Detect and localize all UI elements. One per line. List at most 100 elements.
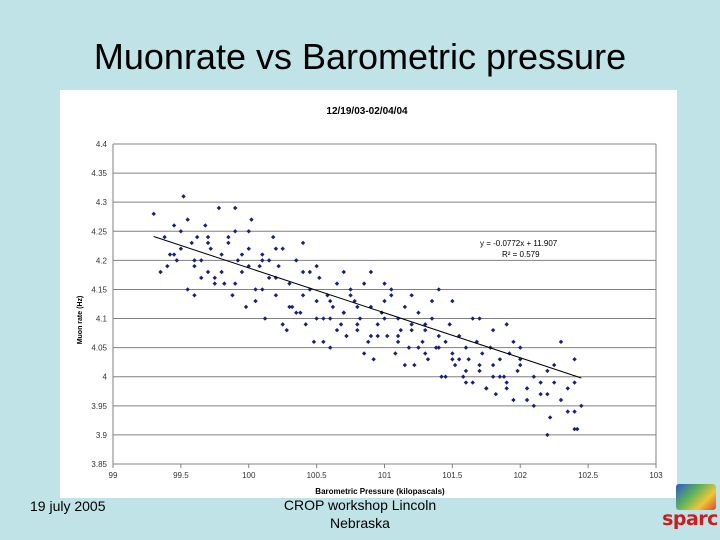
data-point bbox=[178, 229, 184, 234]
data-point bbox=[314, 263, 319, 269]
data-point bbox=[151, 211, 156, 217]
data-point bbox=[185, 287, 190, 292]
data-point bbox=[409, 322, 414, 327]
data-point bbox=[572, 357, 577, 362]
data-point bbox=[357, 316, 363, 321]
data-point bbox=[174, 258, 180, 263]
data-point bbox=[344, 333, 349, 339]
data-point bbox=[341, 269, 346, 275]
data-point bbox=[205, 240, 211, 246]
y-tick-label: 3.95 bbox=[91, 402, 107, 411]
data-point bbox=[531, 374, 537, 379]
data-point bbox=[212, 281, 218, 286]
data-point bbox=[330, 304, 336, 310]
data-point bbox=[375, 322, 380, 327]
data-point bbox=[280, 246, 285, 251]
data-point bbox=[260, 252, 265, 257]
data-point bbox=[181, 194, 186, 199]
data-point bbox=[531, 403, 537, 409]
data-point bbox=[273, 293, 279, 298]
data-point bbox=[334, 281, 340, 286]
data-point bbox=[547, 415, 553, 420]
data-point bbox=[490, 327, 496, 333]
data-point bbox=[246, 263, 251, 269]
data-point bbox=[493, 391, 499, 397]
data-point bbox=[162, 234, 167, 240]
data-point bbox=[253, 298, 258, 304]
data-point bbox=[294, 310, 299, 315]
data-point bbox=[232, 205, 238, 211]
data-point bbox=[226, 234, 231, 240]
data-point bbox=[423, 327, 428, 333]
data-point bbox=[348, 287, 353, 292]
data-point bbox=[205, 234, 211, 240]
data-point bbox=[409, 293, 414, 298]
data-point bbox=[262, 316, 268, 321]
data-point bbox=[463, 380, 469, 385]
data-point bbox=[294, 258, 299, 263]
trendline bbox=[153, 236, 582, 379]
data-point bbox=[280, 322, 285, 327]
data-point bbox=[572, 380, 577, 385]
data-point bbox=[260, 287, 265, 292]
data-point bbox=[466, 357, 471, 362]
slide-title: Muonrate vs Barometric pressure bbox=[93, 36, 627, 77]
data-point bbox=[300, 269, 306, 275]
data-point bbox=[205, 269, 211, 275]
data-point bbox=[232, 229, 238, 234]
data-point bbox=[276, 263, 281, 269]
data-point bbox=[389, 287, 394, 292]
y-tick-label: 4.1 bbox=[96, 315, 108, 324]
data-point bbox=[178, 246, 184, 251]
data-point bbox=[518, 362, 523, 368]
data-point bbox=[219, 252, 224, 257]
data-point bbox=[420, 339, 425, 345]
data-point bbox=[572, 409, 577, 414]
data-point bbox=[511, 339, 516, 345]
data-point bbox=[511, 397, 516, 403]
data-point bbox=[216, 205, 222, 211]
data-point bbox=[524, 397, 530, 403]
data-point bbox=[558, 397, 564, 403]
data-point bbox=[477, 316, 482, 321]
data-point bbox=[321, 316, 326, 321]
data-point bbox=[518, 345, 523, 350]
scatter-chart: 12/19/03-02/04/04 3.85 3.9 3.95 4 4.05 4.1 4.1… bbox=[77, 106, 663, 496]
data-point bbox=[189, 240, 194, 246]
data-point bbox=[270, 234, 276, 240]
x-axis-label: Barometric Pressure (kilopascals) bbox=[315, 487, 445, 496]
data-point bbox=[185, 217, 190, 222]
y-tick-label: 4 bbox=[103, 373, 108, 382]
trendline-r2: R² = 0.579 bbox=[502, 250, 540, 259]
data-points bbox=[151, 194, 584, 438]
data-point bbox=[239, 252, 245, 257]
data-point bbox=[416, 310, 421, 315]
data-point bbox=[412, 362, 417, 368]
data-point bbox=[287, 281, 292, 286]
data-point bbox=[192, 263, 197, 269]
data-point bbox=[243, 304, 249, 310]
data-point bbox=[436, 333, 441, 339]
data-point bbox=[515, 368, 520, 374]
y-axis-label: Muon rate (Hz) bbox=[77, 296, 84, 345]
data-point bbox=[158, 269, 163, 275]
data-point bbox=[328, 345, 333, 350]
data-point bbox=[429, 316, 435, 321]
data-point bbox=[538, 380, 543, 385]
data-point bbox=[246, 229, 251, 234]
data-point bbox=[425, 357, 431, 362]
data-point bbox=[572, 426, 577, 432]
data-point bbox=[226, 240, 231, 246]
x-tick-label: 102 bbox=[514, 471, 528, 480]
data-point bbox=[490, 362, 496, 368]
y-tick-label: 4.2 bbox=[96, 256, 108, 265]
data-point bbox=[538, 391, 543, 397]
data-point bbox=[284, 327, 289, 333]
data-point bbox=[328, 298, 333, 304]
data-point bbox=[385, 333, 390, 339]
logo-badge-icon bbox=[676, 484, 716, 510]
x-tick-label: 102.5 bbox=[578, 471, 599, 480]
data-point bbox=[298, 310, 303, 315]
trendline-equation: y = -0.0772x + 11.907 bbox=[480, 239, 558, 248]
data-point bbox=[266, 258, 272, 263]
